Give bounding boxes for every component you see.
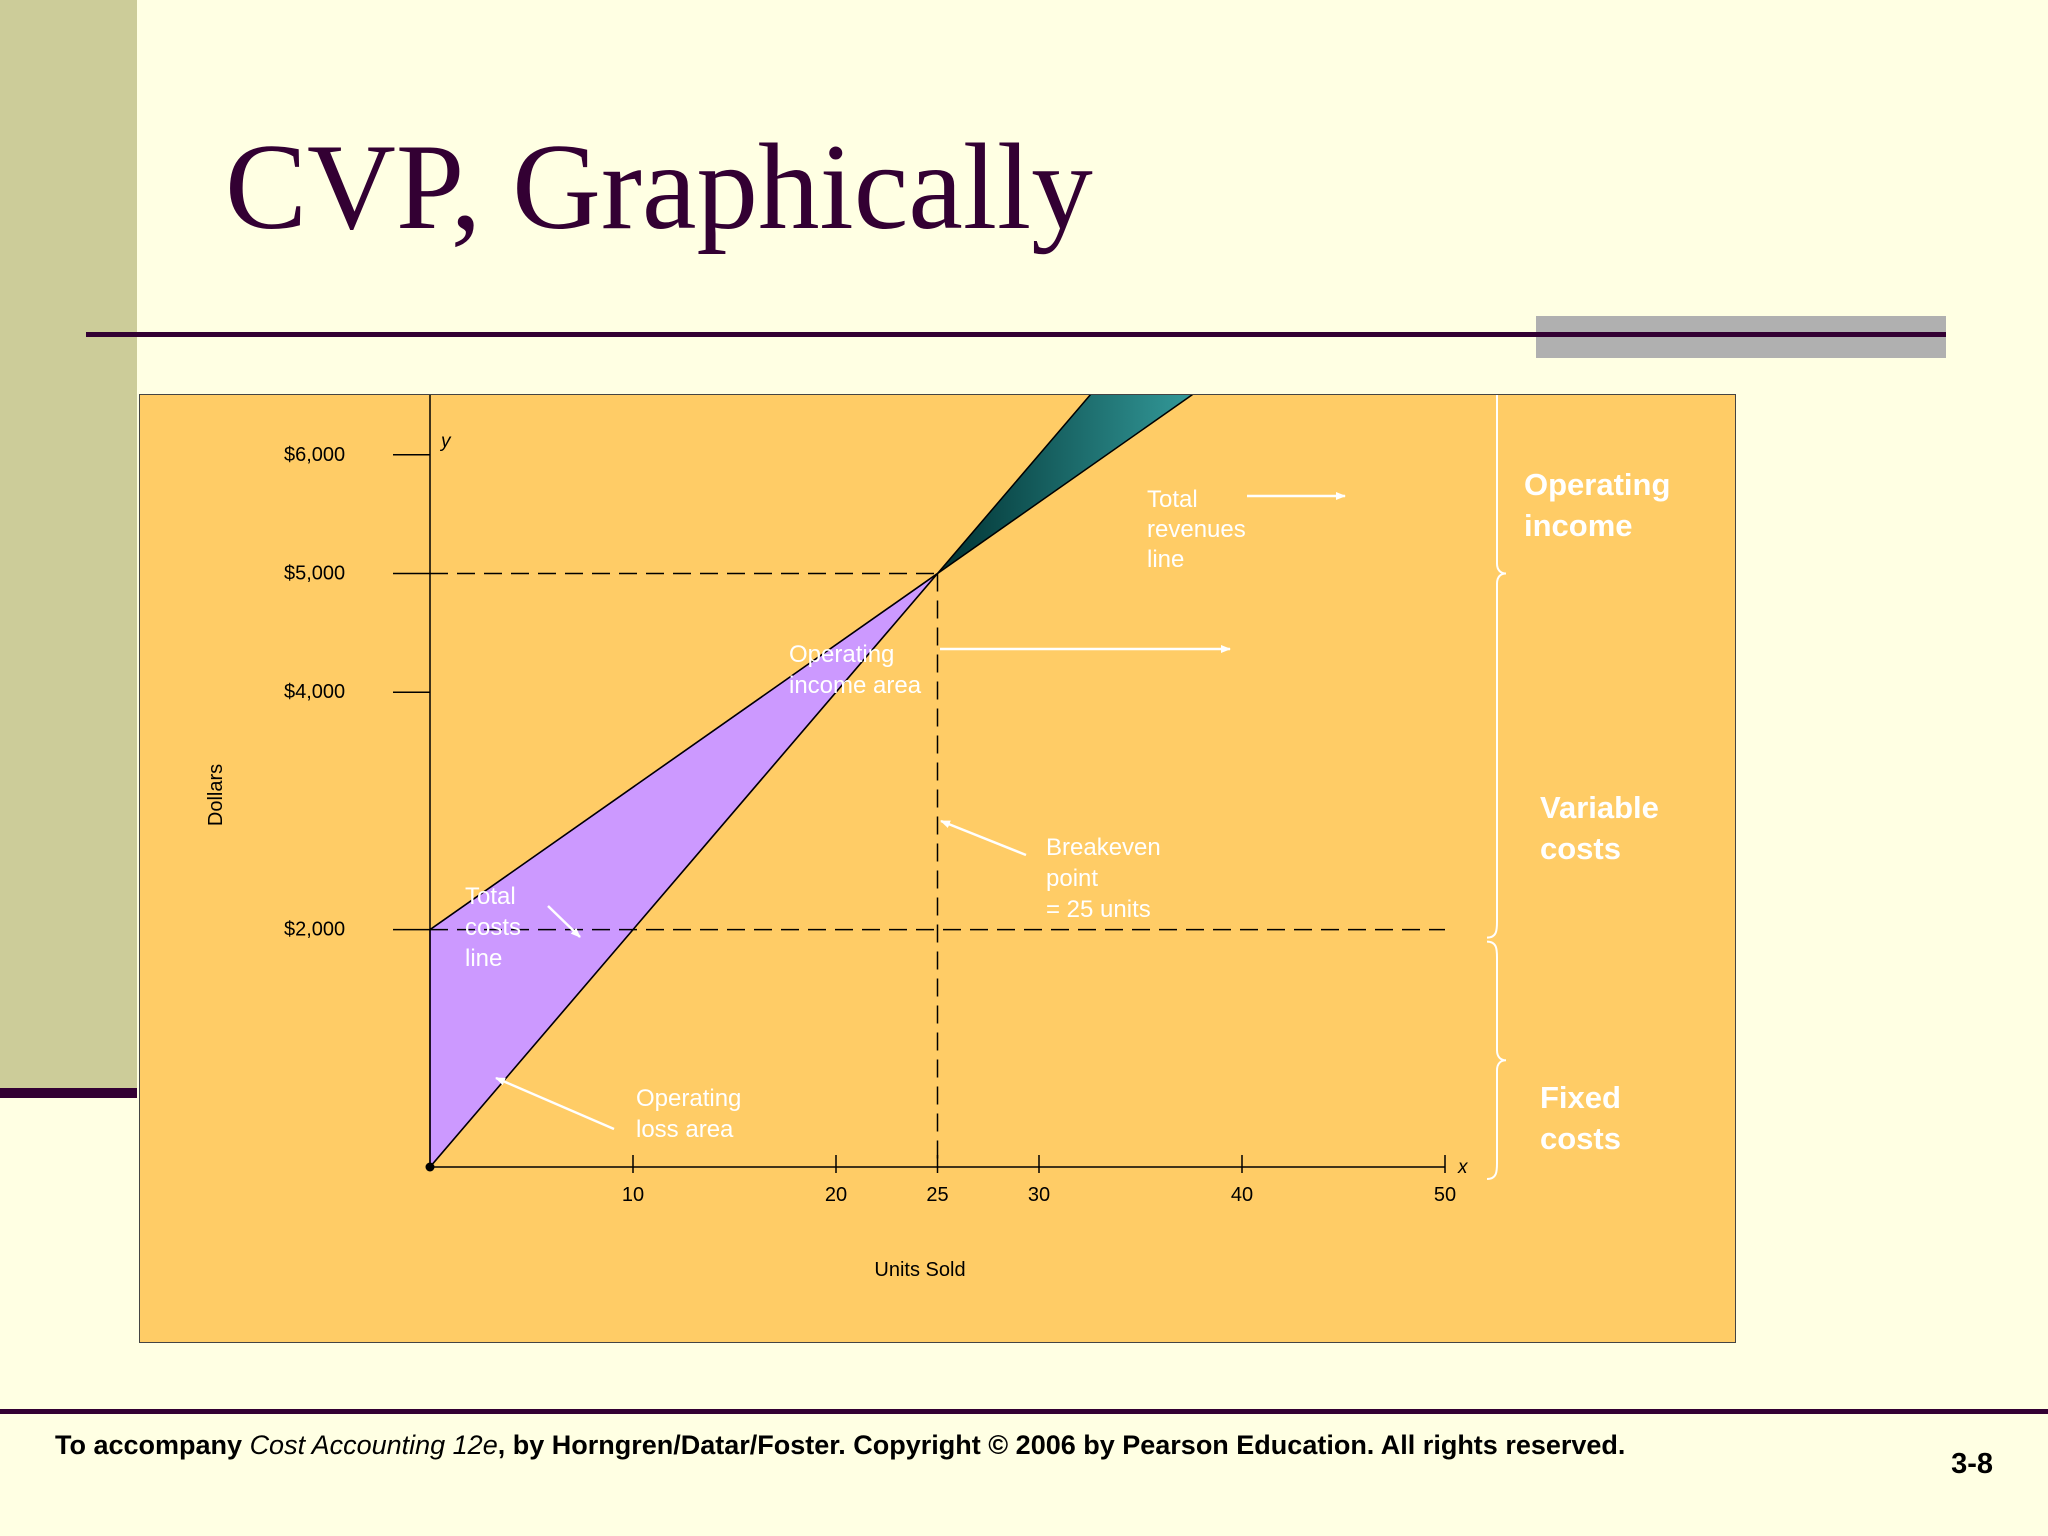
y-axis-title: Dollars [205,764,227,826]
brace-label-line: Fixed [1540,1080,1621,1115]
brace-label-variable-costs: Variable costs [1540,790,1659,866]
footer-rule [0,1409,2048,1414]
brace-label-line: Operating [1524,467,1670,502]
annotation-line: Breakeven [1046,834,1161,861]
total-costs-line [429,395,1194,931]
annotation-line: revenues [1147,516,1246,543]
annotation-breakeven-point: Breakeven point = 25 units [1046,834,1161,923]
footer-book-title: Cost Accounting 12e [249,1430,498,1460]
slide-number: 3-8 [1951,1448,1993,1480]
brace-label-line: income [1524,508,1633,543]
x-tick-label: 25 [926,1184,948,1206]
title-rule [86,332,1946,337]
y-axis-symbol: y [439,431,452,452]
footer-citation: To accompany Cost Accounting 12e, by Hor… [55,1430,1625,1461]
arrow-operating-loss-area [495,1076,615,1131]
arrow-total-costs [547,905,581,938]
annotation-total-costs: Total costs line [465,883,521,972]
brace-variable-costs [1486,395,1507,939]
x-tick-label: 50 [1434,1184,1456,1206]
y-tick-label: $2,000 [284,919,345,941]
annotation-line: Operating [636,1085,741,1112]
x-tick-label: 30 [1028,1184,1050,1206]
annotation-operating-loss-area: Operating loss area [636,1085,741,1143]
sidebar-rule [0,1088,137,1098]
slide-title: CVP, Graphically [225,118,1093,255]
cvp-chart: $10,000$8,000$6,000$5,000$4,000$2,000102… [205,395,1670,1281]
annotation-operating-income-area: Operating income area [789,641,922,699]
annotation-line: costs [465,914,521,941]
annotation-line: income area [789,672,922,699]
sidebar-band [0,0,137,1088]
footer-prefix: To accompany [55,1430,250,1460]
y-tick-label: $4,000 [284,681,345,703]
annotation-total-revenues: Total revenues line [1147,486,1246,573]
annotation-line: Total [465,883,516,910]
x-axis-symbol: x [1457,1157,1469,1178]
annotation-line: point [1046,865,1098,892]
annotation-line: line [465,945,502,972]
brace-label-line: costs [1540,831,1621,866]
footer-suffix: , by Horngren/Datar/Foster. Copyright © … [497,1430,1626,1460]
annotation-line: line [1147,546,1184,573]
brace-label-line: Variable [1540,790,1659,825]
annotation-line: loss area [636,1116,734,1143]
x-axis-title: Units Sold [874,1259,965,1281]
annotation-line: Total [1147,486,1198,513]
x-tick-label: 20 [825,1184,847,1206]
brace-label-fixed-costs: Fixed costs [1540,1080,1621,1156]
y-tick-label: $5,000 [284,563,345,585]
arrow-breakeven-point [940,819,1027,857]
brace-fixed-costs [1486,940,1507,1180]
annotation-line: Operating [789,641,894,668]
total-revenues-line [429,395,1092,1168]
x-tick-label: 10 [622,1184,644,1206]
brace-label-operating-income: Operating income [1524,467,1670,543]
annotation-line: = 25 units [1046,896,1151,923]
origin-point [425,1162,435,1172]
brace-label-line: costs [1540,1121,1621,1156]
title-rule-accent [1536,316,1946,358]
y-tick-label: $6,000 [284,444,345,466]
x-tick-label: 40 [1231,1184,1253,1206]
cvp-chart-panel: $10,000$8,000$6,000$5,000$4,000$2,000102… [139,394,1736,1343]
